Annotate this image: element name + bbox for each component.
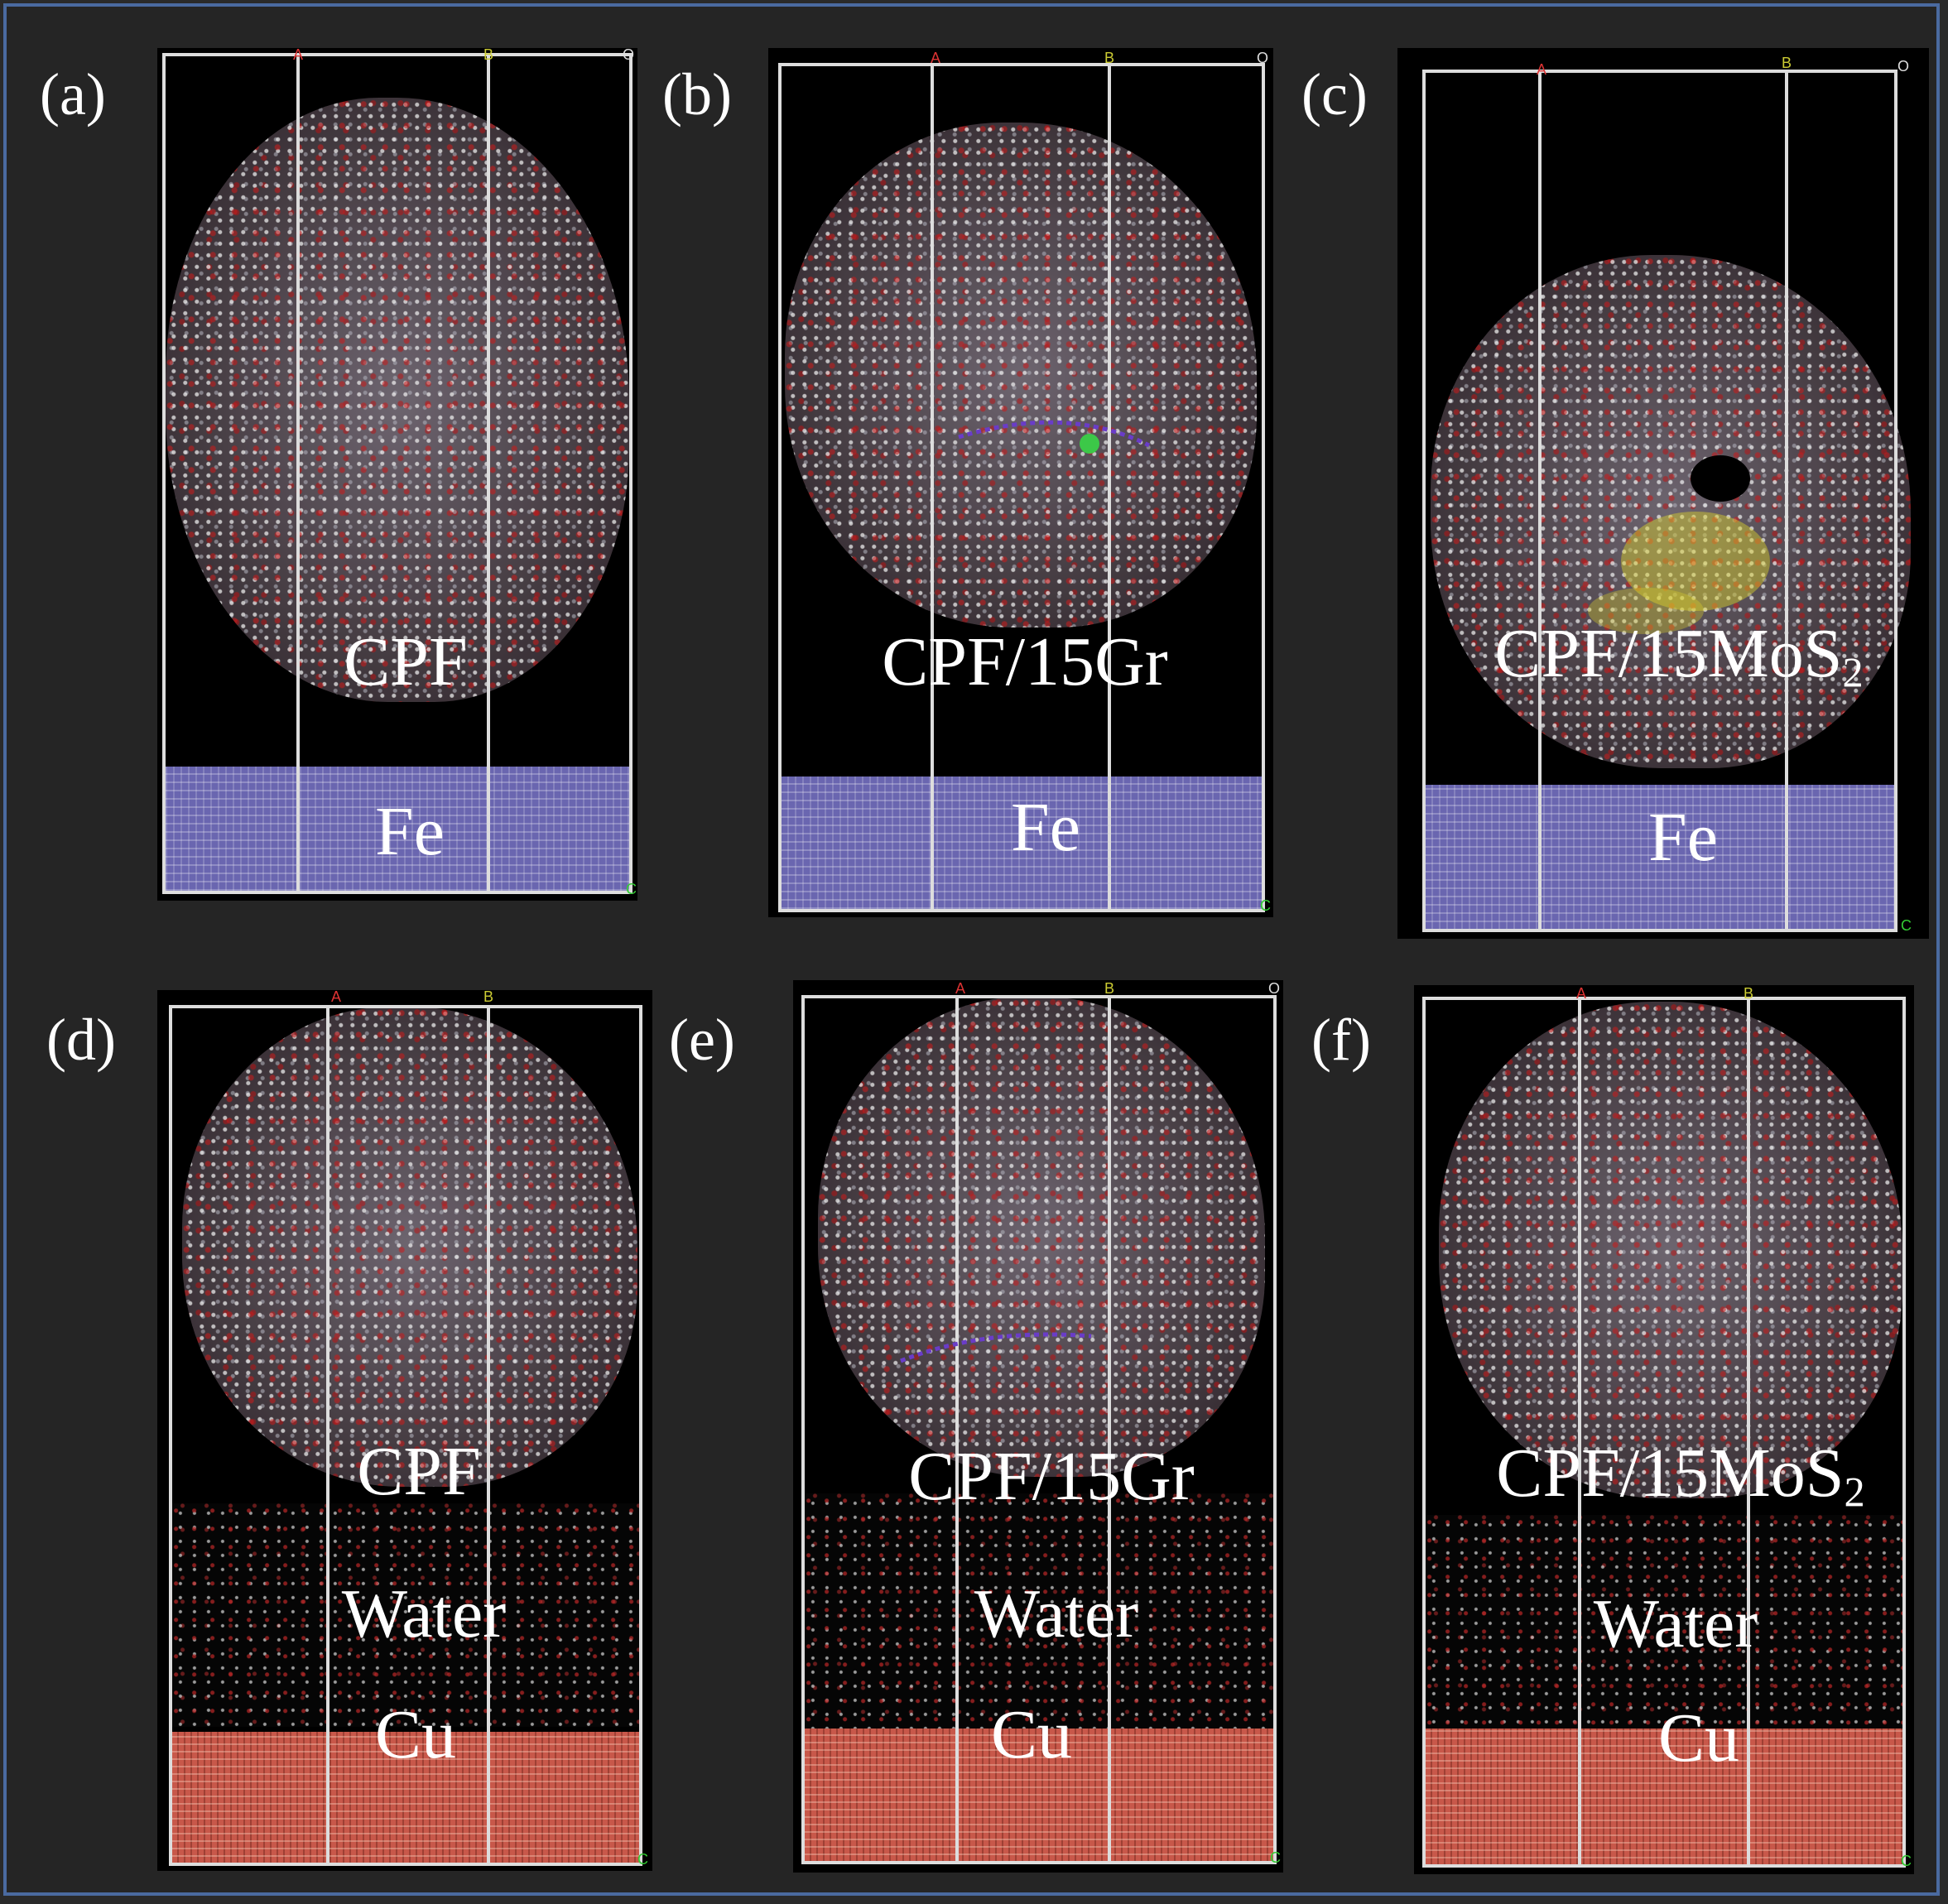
molecule-label: CPF — [344, 623, 468, 700]
axis-letter-b: B — [1104, 980, 1115, 997]
simulation-panel-a: CPF Fe A B O C — [157, 48, 637, 901]
axis-letter-c: C — [637, 1851, 648, 1868]
water-layer — [803, 1493, 1275, 1733]
molecule-cloud — [818, 997, 1265, 1477]
cu-substrate — [171, 1732, 641, 1864]
axis-letter-c: C — [1270, 1849, 1281, 1866]
simulation-box-outline — [1422, 70, 1897, 932]
substrate-label: Fe — [375, 793, 445, 870]
axis-letter-a: A — [331, 990, 342, 1005]
water-label: Water — [341, 1575, 507, 1652]
molecule-cloud — [1431, 255, 1911, 768]
substrate-label: Fe — [1648, 799, 1718, 876]
simulation-box-outline — [801, 995, 1277, 1864]
axis-letter-a: A — [293, 48, 304, 63]
molecule-cloud — [785, 123, 1257, 627]
axis-letter-c: C — [1901, 1853, 1912, 1869]
simulation-panel-b: CPF/15Gr Fe A B O C — [768, 48, 1273, 917]
axis-letter-o: O — [623, 48, 635, 63]
axis-letter-o: O — [1268, 980, 1281, 997]
simulation-box-outline — [169, 1005, 642, 1866]
panel-label-a: (a) — [40, 61, 106, 127]
panel-label-e: (e) — [669, 1007, 735, 1073]
molecule-label: CPF/15Gr — [908, 1438, 1195, 1515]
panel-label-b: (b) — [662, 61, 732, 127]
molecule-cloud — [166, 98, 629, 702]
cu-substrate — [803, 1729, 1275, 1863]
molecule-label: CPF/15MoS2 — [1494, 615, 1864, 696]
simulation-box-outline — [1422, 997, 1906, 1868]
molecule-cloud — [1439, 1002, 1902, 1498]
axis-letter-c: C — [1901, 917, 1912, 934]
axis-letter-b: B — [1104, 50, 1115, 66]
panel-label-c: (c) — [1301, 61, 1368, 127]
substrate-label: Cu — [1657, 1700, 1740, 1777]
water-layer — [1424, 1515, 1904, 1738]
fe-substrate — [780, 777, 1263, 909]
axis-letter-c: C — [1260, 897, 1271, 914]
axis-letter-c: C — [626, 881, 637, 897]
panel-label-f: (f) — [1311, 1007, 1371, 1073]
molecule-label: CPF/15MoS2 — [1496, 1435, 1865, 1516]
simulation-panel-d: CPF Water Cu A B C — [157, 990, 652, 1871]
axis-letter-a: A — [931, 50, 941, 66]
water-label: Water — [974, 1575, 1139, 1652]
substrate-label: Cu — [990, 1696, 1073, 1773]
axis-letter-b: B — [1782, 55, 1792, 71]
axis-letter-o: O — [1257, 50, 1269, 66]
simulation-panel-f: CPF/15MoS2 Water Cu A B C — [1414, 985, 1914, 1874]
fe-substrate — [1424, 785, 1896, 930]
axis-letter-o: O — [1897, 58, 1910, 75]
axis-letter-b: B — [483, 48, 494, 63]
substrate-label: Cu — [374, 1696, 457, 1773]
simulation-box-outline — [778, 63, 1265, 912]
panel-label-d: (d) — [46, 1007, 116, 1073]
molecule-label: CPF — [357, 1433, 481, 1510]
axis-letter-a: A — [1576, 985, 1587, 1002]
water-label: Water — [1593, 1585, 1758, 1662]
cu-substrate — [1424, 1729, 1904, 1866]
axis-letter-b: B — [1744, 985, 1754, 1002]
simulation-panel-c: CPF/15MoS2 Fe A B O C — [1397, 48, 1929, 939]
molecule-cloud — [182, 1007, 637, 1487]
fe-substrate — [166, 767, 629, 891]
water-layer — [171, 1503, 641, 1727]
axis-letter-b: B — [483, 990, 494, 1005]
substrate-label: Fe — [1011, 789, 1080, 866]
axis-letter-a: A — [1537, 61, 1547, 78]
axis-letter-a: A — [955, 980, 966, 997]
simulation-panel-e: CPF/15Gr Water Cu A B O C — [793, 980, 1283, 1873]
simulation-box-outline — [162, 53, 632, 894]
molecule-label: CPF/15Gr — [882, 623, 1168, 700]
